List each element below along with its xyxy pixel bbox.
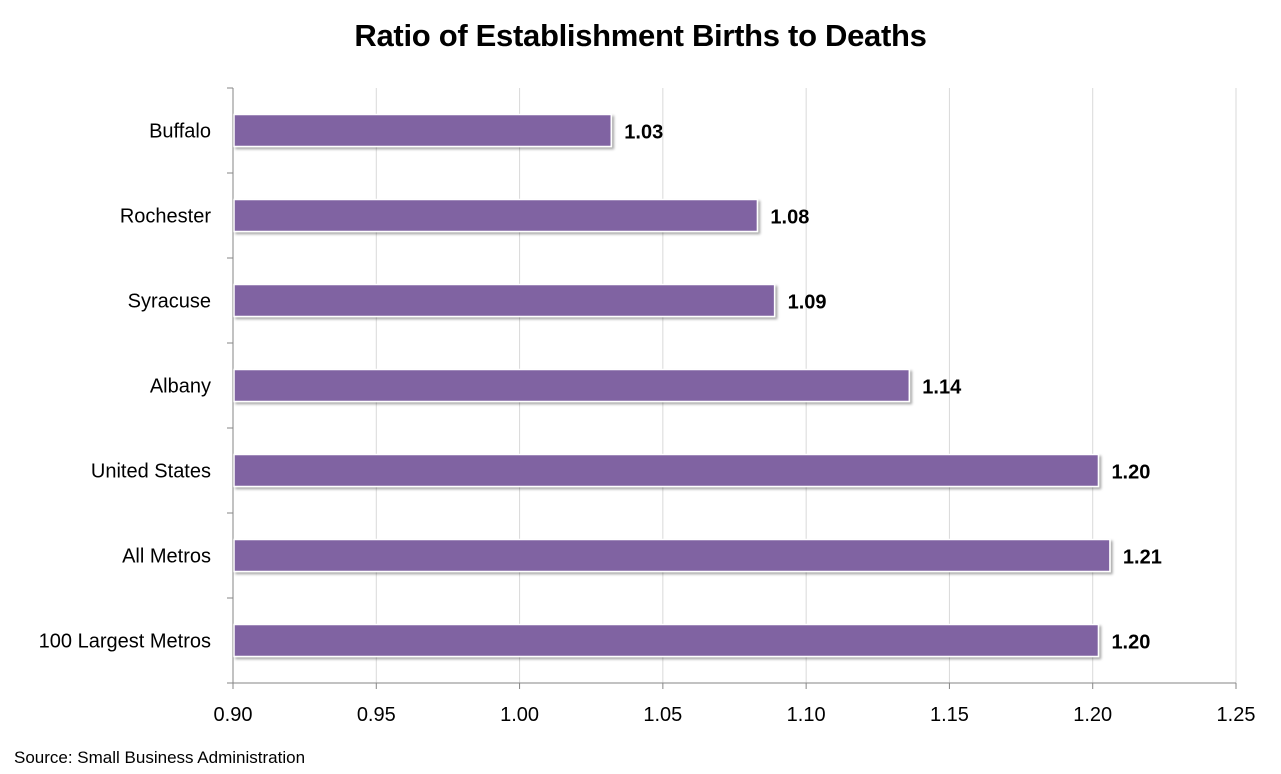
category-label: Syracuse [128,291,211,313]
bar [233,198,759,233]
x-tick-label: 1.00 [500,704,539,726]
category-label: United States [91,461,211,483]
category-label: 100 Largest Metros [39,631,211,653]
x-tick-label: 1.15 [930,704,969,726]
x-tick-label: 1.10 [787,704,826,726]
data-label: 1.20 [1111,462,1150,484]
bar [233,113,613,148]
data-label: 1.21 [1123,547,1162,569]
category-label: Buffalo [149,121,211,143]
data-label: 1.20 [1111,632,1150,654]
category-label: Rochester [120,206,211,228]
source-note: Source: Small Business Administration [14,748,306,767]
bar [233,623,1100,658]
x-tick-label: 0.95 [357,704,396,726]
bar [233,453,1100,488]
x-tick-label: 0.90 [214,704,253,726]
x-tick-label: 1.20 [1073,704,1112,726]
category-label: All Metros [122,546,211,568]
bar [233,538,1111,573]
data-label: 1.09 [788,292,827,314]
data-label: 1.08 [770,207,809,229]
data-label: 1.14 [922,377,962,399]
chart-title: Ratio of Establishment Births to Deaths [354,18,927,53]
axes [227,87,1237,689]
bars [233,113,1111,658]
labels: 0.90 0.95 1.00 1.05 1.10 1.15 1.20 1.25 Buffalo 1… [39,121,1256,727]
bar [233,368,911,403]
data-label: 1.03 [624,122,663,144]
bar [233,283,776,318]
x-tick-label: 1.25 [1217,704,1256,726]
category-label: Albany [150,376,211,398]
x-tick-label: 1.05 [643,704,682,726]
